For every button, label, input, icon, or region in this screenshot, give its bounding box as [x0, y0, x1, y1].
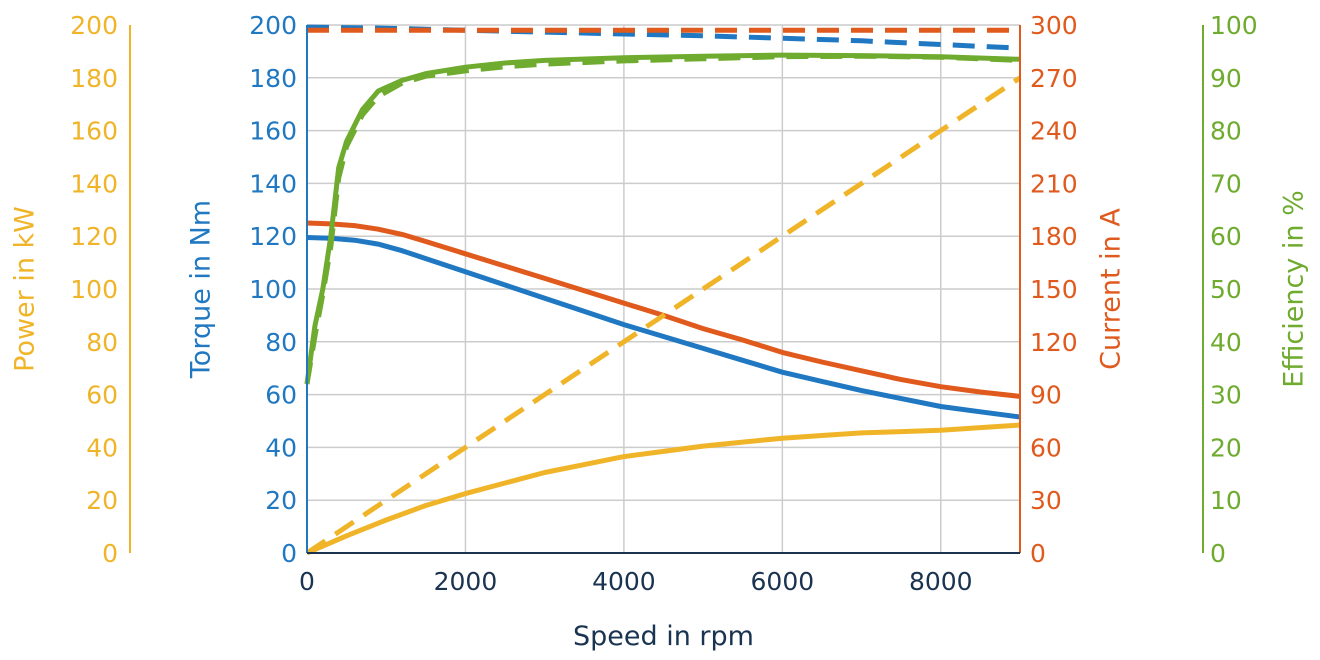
power-tick-label: 180	[70, 64, 118, 93]
x-axis-title: Speed in rpm	[573, 621, 754, 652]
current-tick-label: 210	[1030, 169, 1078, 198]
torque-tick-label: 120	[249, 222, 297, 251]
efficiency-tick-label: 0	[1210, 539, 1226, 568]
torque-axis-title: Torque in Nm	[185, 200, 216, 379]
power-tick-label: 80	[86, 328, 118, 357]
series-line-current-solid	[306, 220, 1021, 399]
data-series	[304, 24, 1022, 556]
efficiency-tick-label: 10	[1210, 486, 1242, 515]
x-tick-label: 8000	[909, 567, 973, 596]
axes: 0204060801001201401601802000204060801001…	[70, 11, 1257, 596]
current-tick-label: 300	[1030, 11, 1078, 40]
current-tick-label: 0	[1030, 539, 1046, 568]
current-tick-label: 120	[1030, 328, 1078, 357]
efficiency-tick-label: 50	[1210, 275, 1242, 304]
efficiency-tick-label: 30	[1210, 381, 1242, 410]
efficiency-tick-label: 20	[1210, 433, 1242, 462]
power-axis-title: Power in kW	[9, 206, 40, 372]
power-tick-label: 200	[70, 11, 118, 40]
efficiency-tick-label: 60	[1210, 222, 1242, 251]
series-line-power-dashed	[305, 75, 1022, 556]
power-tick-label: 100	[70, 275, 118, 304]
power-tick-label: 60	[86, 381, 118, 410]
series-line-torque-solid	[306, 235, 1021, 420]
torque-tick-label: 60	[265, 381, 297, 410]
torque-tick-label: 180	[249, 64, 297, 93]
torque-tick-label: 100	[249, 275, 297, 304]
current-tick-label: 240	[1030, 117, 1078, 146]
efficiency-tick-label: 90	[1210, 64, 1242, 93]
x-tick-label: 2000	[434, 567, 498, 596]
torque-tick-label: 80	[265, 328, 297, 357]
torque-tick-label: 40	[265, 433, 297, 462]
x-tick-label: 0	[299, 567, 315, 596]
torque-tick-label: 200	[249, 11, 297, 40]
torque-tick-label: 160	[249, 117, 297, 146]
efficiency-tick-label: 70	[1210, 169, 1242, 198]
current-axis-title: Current in A	[1095, 208, 1126, 370]
current-tick-label: 180	[1030, 222, 1078, 251]
efficiency-tick-label: 40	[1210, 328, 1242, 357]
torque-tick-label: 140	[249, 169, 297, 198]
efficiency-tick-label: 80	[1210, 117, 1242, 146]
current-tick-label: 90	[1030, 381, 1062, 410]
power-tick-label: 140	[70, 169, 118, 198]
efficiency-tick-label: 100	[1210, 11, 1258, 40]
power-tick-label: 160	[70, 117, 118, 146]
series-line-efficiency-dashed	[304, 53, 1021, 385]
x-tick-label: 6000	[751, 567, 815, 596]
series-line-power-solid	[306, 422, 1021, 556]
power-tick-label: 0	[102, 539, 118, 568]
current-tick-label: 60	[1030, 433, 1062, 462]
current-tick-label: 30	[1030, 486, 1062, 515]
power-tick-label: 120	[70, 222, 118, 251]
x-tick-label: 4000	[592, 567, 656, 596]
torque-tick-label: 0	[281, 539, 297, 568]
current-tick-label: 270	[1030, 64, 1078, 93]
current-tick-label: 150	[1030, 275, 1078, 304]
power-tick-label: 40	[86, 433, 118, 462]
torque-tick-label: 20	[265, 486, 297, 515]
grid-lines	[306, 24, 1021, 554]
efficiency-axis-title: Efficiency in %	[1278, 190, 1309, 388]
power-tick-label: 20	[86, 486, 118, 515]
